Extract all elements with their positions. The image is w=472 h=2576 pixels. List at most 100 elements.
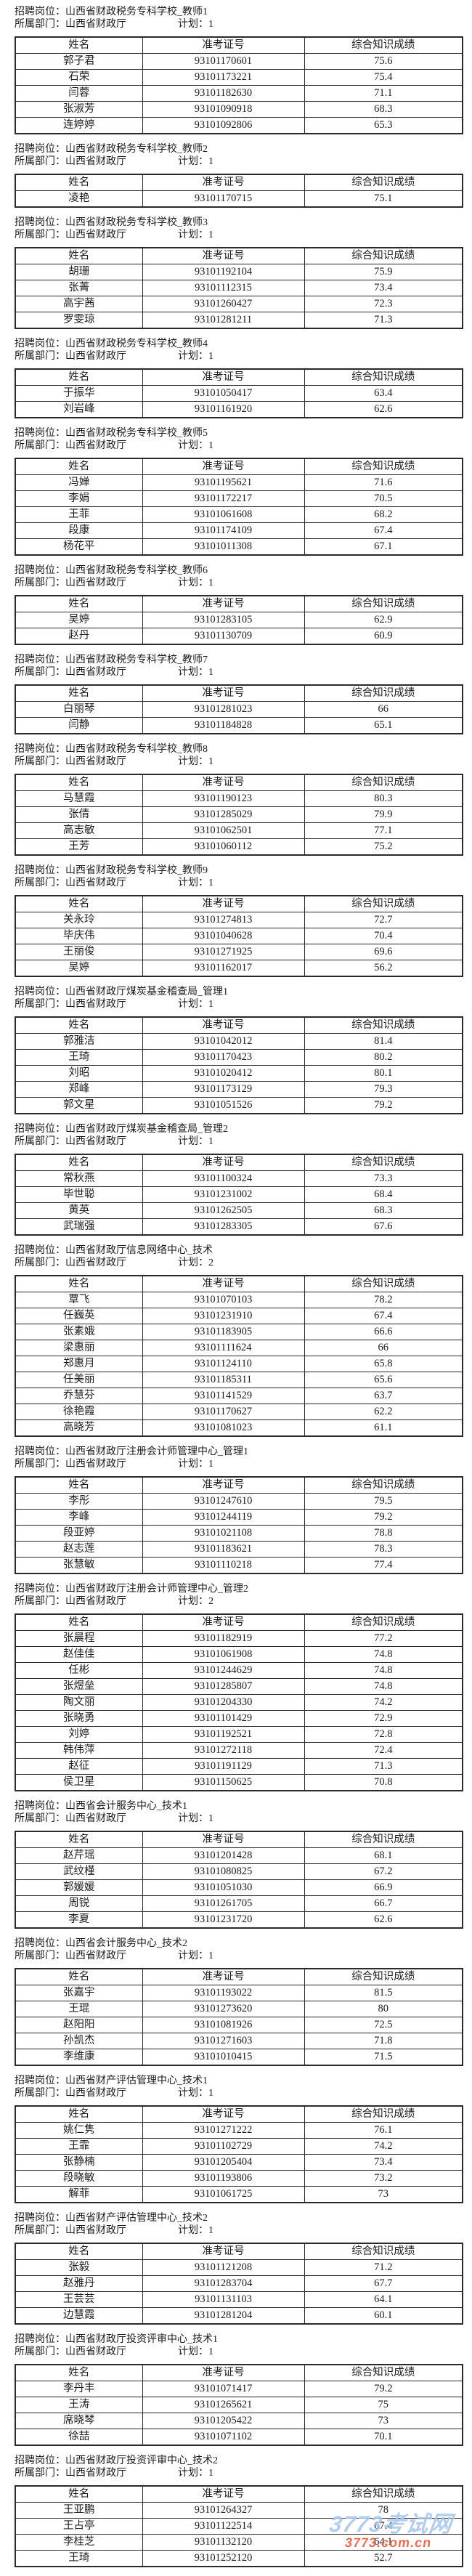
department-value: 山西省财政厅 <box>65 1596 126 1607</box>
name-cell: 姚仁隽 <box>15 2122 143 2139</box>
table-row: 罗雯琼 93101281211 71.3 <box>15 312 463 329</box>
position-label: 招聘岗位： <box>15 1584 65 1595</box>
plan: 计划：1 <box>178 2467 213 2479</box>
position-section: 招聘岗位：山西省财政税务专科学校_教师7 所属部门：山西省财政厅 计划：1 姓名 … <box>15 654 466 734</box>
column-header-score: 综合知识成绩 <box>304 174 463 191</box>
plan-label: 计划： <box>178 19 208 30</box>
department-label: 所属部门： <box>15 2468 65 2479</box>
column-header-ticket: 准考证号 <box>142 2485 305 2503</box>
table-row: 王芳 93101060112 75.2 <box>15 838 463 856</box>
ticket-cell: 93101060112 <box>142 838 305 856</box>
table-row: 王丽俊 93101271925 69.6 <box>15 944 463 960</box>
name-cell: 徐艳霞 <box>15 1404 143 1420</box>
ticket-cell: 93101092806 <box>142 117 305 134</box>
score-cell: 63.4 <box>304 385 463 402</box>
table-row: 赵佳佳 93101061908 74.8 <box>15 1646 463 1663</box>
score-cell: 63.7 <box>304 1388 463 1404</box>
score-table: 姓名 准考证号 综合知识成绩 胡珊 93101192104 75.9 张菁 931011… <box>15 247 463 329</box>
score-table: 姓名 准考证号 综合知识成绩 关永玲 93101274813 72.7 毕庆伟 9310… <box>15 895 463 977</box>
ticket-cell: 93101283105 <box>142 612 305 628</box>
ticket-cell: 93101283305 <box>142 1218 305 1236</box>
score-cell: 65.1 <box>304 717 463 734</box>
plan: 计划：1 <box>178 2224 213 2237</box>
column-header-score: 综合知识成绩 <box>304 1016 463 1034</box>
name-cell: 冯婵 <box>15 474 143 491</box>
score-cell: 67.4 <box>304 1308 463 1324</box>
position-value: 山西省财政税务专科学校_教师5 <box>65 428 208 439</box>
header-row: 姓名 准考证号 综合知识成绩 <box>15 2485 463 2503</box>
name-cell: 高志敏 <box>15 822 143 839</box>
plan-value: 1 <box>208 2225 213 2236</box>
name-cell: 郭文星 <box>15 1097 143 1114</box>
position-value: 山西省财政税务专科学校_教师1 <box>65 7 208 17</box>
department-line: 所属部门：山西省财政厅 计划：1 <box>15 350 466 362</box>
table-body: 赵芹瑶 93101201428 68.1 武纹槿 93101080825 67.2 郭媛媛 9… <box>15 1847 463 1929</box>
score-cell: 67.4 <box>304 2518 463 2535</box>
score-cell: 74.8 <box>304 1678 463 1695</box>
score-cell: 62.2 <box>304 1404 463 1420</box>
table-row: 李维康 93101010415 71.5 <box>15 2049 463 2066</box>
table-row: 孙凯杰 93101271603 71.8 <box>15 2033 463 2049</box>
plan-value: 1 <box>208 1813 213 1824</box>
ticket-cell: 93101261705 <box>142 1895 305 1912</box>
department-line: 所属部门：山西省财政厅 计划：1 <box>15 1458 466 1470</box>
column-header-ticket: 准考证号 <box>142 368 305 386</box>
department-label: 所属部门： <box>15 1136 65 1147</box>
column-header-ticket: 准考证号 <box>142 2364 305 2381</box>
position-label: 招聘岗位： <box>15 2213 65 2224</box>
position-section: 招聘岗位：山西省财政厅信息网络中心_技术 所属部门：山西省财政厅 计划：2 姓名 … <box>15 1244 466 1437</box>
ticket-cell: 93101062501 <box>142 822 305 839</box>
column-header-name: 姓名 <box>15 1968 143 1985</box>
score-cell: 64.1 <box>304 2534 463 2551</box>
column-header-score: 综合知识成绩 <box>304 774 463 791</box>
score-table: 姓名 准考证号 综合知识成绩 马慧霞 93101190123 80.3 张倩 93101… <box>15 774 463 856</box>
plan: 计划：1 <box>178 1950 213 1962</box>
ticket-cell: 93101081926 <box>142 2017 305 2033</box>
ticket-cell: 93101252120 <box>142 2550 305 2567</box>
name-cell: 孙凯杰 <box>15 2033 143 2049</box>
score-cell: 72.4 <box>304 1742 463 1759</box>
table-row: 闫静 93101184828 65.1 <box>15 717 463 734</box>
score-cell: 72.9 <box>304 1710 463 1727</box>
header-row: 姓名 准考证号 综合知识成绩 <box>15 1275 463 1292</box>
table-row: 高晓芳 93101081023 61.1 <box>15 1419 463 1437</box>
ticket-cell: 93101271603 <box>142 2033 305 2049</box>
plan-value: 1 <box>208 999 213 1010</box>
name-cell: 段亚婷 <box>15 1525 143 1542</box>
column-header-ticket: 准考证号 <box>142 247 305 264</box>
position-value: 山西省财政税务专科学校_教师8 <box>65 744 208 755</box>
score-cell: 67.6 <box>304 1218 463 1236</box>
name-cell: 任彬 <box>15 1662 143 1679</box>
table-row: 张静楠 93101205404 73.4 <box>15 2154 463 2171</box>
table-body: 张嘉宇 93101193022 81.5 王琨 93101273620 80 赵阳阳 9310… <box>15 1985 463 2066</box>
table-row: 关永玲 93101274813 72.7 <box>15 912 463 928</box>
column-header-ticket: 准考证号 <box>142 595 305 612</box>
header-row: 姓名 准考证号 综合知识成绩 <box>15 36 463 54</box>
ticket-cell: 93101182630 <box>142 85 305 102</box>
position-section: 招聘岗位：山西省财政厅投资评审中心_技术1 所属部门：山西省财政厅 计划：1 姓名… <box>15 2333 466 2446</box>
column-header-score: 综合知识成绩 <box>304 2243 463 2260</box>
header-row: 姓名 准考证号 综合知识成绩 <box>15 458 463 475</box>
ticket-cell: 93101271925 <box>142 944 305 960</box>
table-body: 覃飞 93101070103 78.2 任巍英 93101231910 67.4 张素娥 93… <box>15 1292 463 1437</box>
score-cell: 78.2 <box>304 1292 463 1308</box>
ticket-cell: 93101131103 <box>142 2291 305 2308</box>
ticket-cell: 93101170423 <box>142 1049 305 1066</box>
ticket-cell: 93101011308 <box>142 538 305 556</box>
plan: 计划：1 <box>178 666 213 679</box>
position-label: 招聘岗位： <box>15 565 65 576</box>
score-table: 姓名 准考证号 综合知识成绩 张晨程 93101182919 77.2 赵佳佳 9310… <box>15 1613 463 1791</box>
table-row: 武纹槿 93101080825 67.2 <box>15 1863 463 1880</box>
name-cell: 李彤 <box>15 1493 143 1510</box>
ticket-cell: 93101090918 <box>142 101 305 118</box>
table-row: 张煜垒 93101285807 74.8 <box>15 1678 463 1695</box>
column-header-score: 综合知识成绩 <box>304 36 463 54</box>
column-header-score: 综合知识成绩 <box>304 458 463 475</box>
ticket-cell: 93101170601 <box>142 53 305 70</box>
plan: 计划：1 <box>178 877 213 889</box>
plan-label: 计划： <box>178 756 208 767</box>
plan: 计划：1 <box>178 577 213 589</box>
ticket-cell: 93101162017 <box>142 960 305 977</box>
name-cell: 刘岩峰 <box>15 401 143 418</box>
table-row: 段晓敏 93101193806 73.2 <box>15 2170 463 2187</box>
